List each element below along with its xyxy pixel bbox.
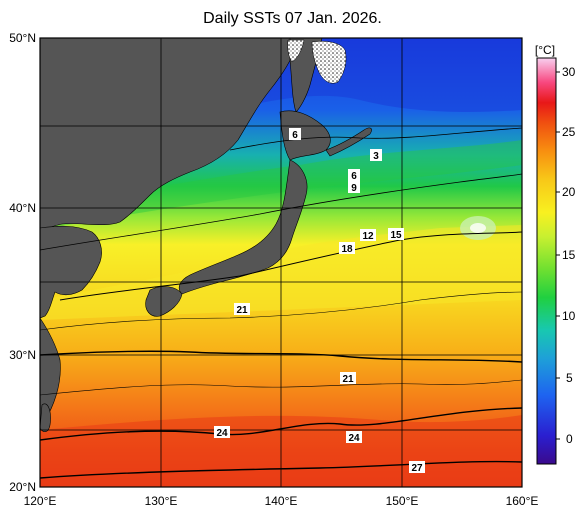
- land-taiwan: [40, 403, 51, 433]
- graticule: [40, 38, 522, 487]
- lon-label-150e: 150°E: [386, 494, 419, 508]
- svg-text:3: 3: [373, 151, 379, 162]
- land-kurils: [325, 127, 372, 157]
- svg-text:21: 21: [342, 374, 354, 385]
- colorbar-label-30: 30: [562, 65, 576, 79]
- contour-label-27: 27: [409, 461, 425, 474]
- isotherms: [40, 127, 522, 479]
- svg-text:24: 24: [216, 428, 228, 439]
- lon-label-160e: 160°E: [506, 494, 539, 508]
- colorbar-label-20: 20: [562, 185, 576, 199]
- colorbar-ramp: [536, 57, 557, 465]
- lat-axis: 50°N 40°N 30°N 20°N: [9, 31, 36, 494]
- land-asia: [40, 38, 301, 229]
- land-kyushu-shikoku: [145, 286, 183, 317]
- svg-text:27: 27: [411, 463, 423, 474]
- sea-ice: [311, 41, 347, 84]
- lon-label-120e: 120°E: [24, 494, 57, 508]
- colorbar-ticks: [556, 71, 560, 440]
- contour-labels: 6 3 6 9 12 15 18 21 21 24 24 27: [214, 128, 425, 474]
- contour-label-12: 12: [360, 229, 376, 242]
- svg-text:6: 6: [292, 130, 298, 141]
- colorbar-label-5: 5: [566, 371, 573, 385]
- contour-label-24b: 24: [346, 431, 362, 444]
- svg-text:9: 9: [351, 183, 357, 194]
- lat-label-50n: 50°N: [9, 31, 36, 45]
- lat-label-40n: 40°N: [9, 201, 36, 215]
- colorbar: [°C] 30 25 20 15 10 5 0: [535, 43, 576, 465]
- lat-label-20n: 20°N: [9, 480, 36, 494]
- contour-label-9: 9: [348, 181, 360, 194]
- colorbar-label-15: 15: [562, 248, 576, 262]
- contour-label-21a: 21: [234, 303, 250, 316]
- contour-label-15: 15: [388, 228, 404, 241]
- svg-text:18: 18: [341, 244, 353, 255]
- contour-label-3: 3: [370, 149, 382, 162]
- land-korea: [40, 225, 102, 319]
- svg-text:12: 12: [362, 231, 374, 242]
- land-honshu: [178, 159, 308, 295]
- map-title: Daily SSTs 07 Jan. 2026.: [203, 10, 382, 27]
- lat-label-30n: 30°N: [9, 348, 36, 362]
- lon-axis: 120°E 130°E 140°E 150°E 160°E: [24, 494, 539, 508]
- contour-label-18: 18: [339, 242, 355, 255]
- svg-text:24: 24: [348, 433, 360, 444]
- colorbar-labels: 30 25 20 15 10 5 0: [562, 65, 576, 446]
- colorbar-unit: [°C]: [535, 43, 555, 57]
- contour-label-6a: 6: [289, 128, 301, 141]
- colorbar-label-25: 25: [562, 125, 576, 139]
- colorbar-label-10: 10: [562, 309, 576, 323]
- contour-label-24a: 24: [214, 426, 230, 439]
- map-frame: [39, 37, 523, 488]
- contour-label-6b: 6: [348, 169, 360, 182]
- colorbar-label-0: 0: [566, 432, 573, 446]
- contour-label-21b: 21: [340, 372, 356, 385]
- svg-text:6: 6: [351, 171, 357, 182]
- svg-text:15: 15: [390, 230, 402, 241]
- lon-label-140e: 140°E: [265, 494, 298, 508]
- sst-field: [40, 38, 522, 487]
- svg-text:21: 21: [236, 305, 248, 316]
- lon-label-130e: 130°E: [145, 494, 178, 508]
- sea-ice-2: [287, 39, 305, 63]
